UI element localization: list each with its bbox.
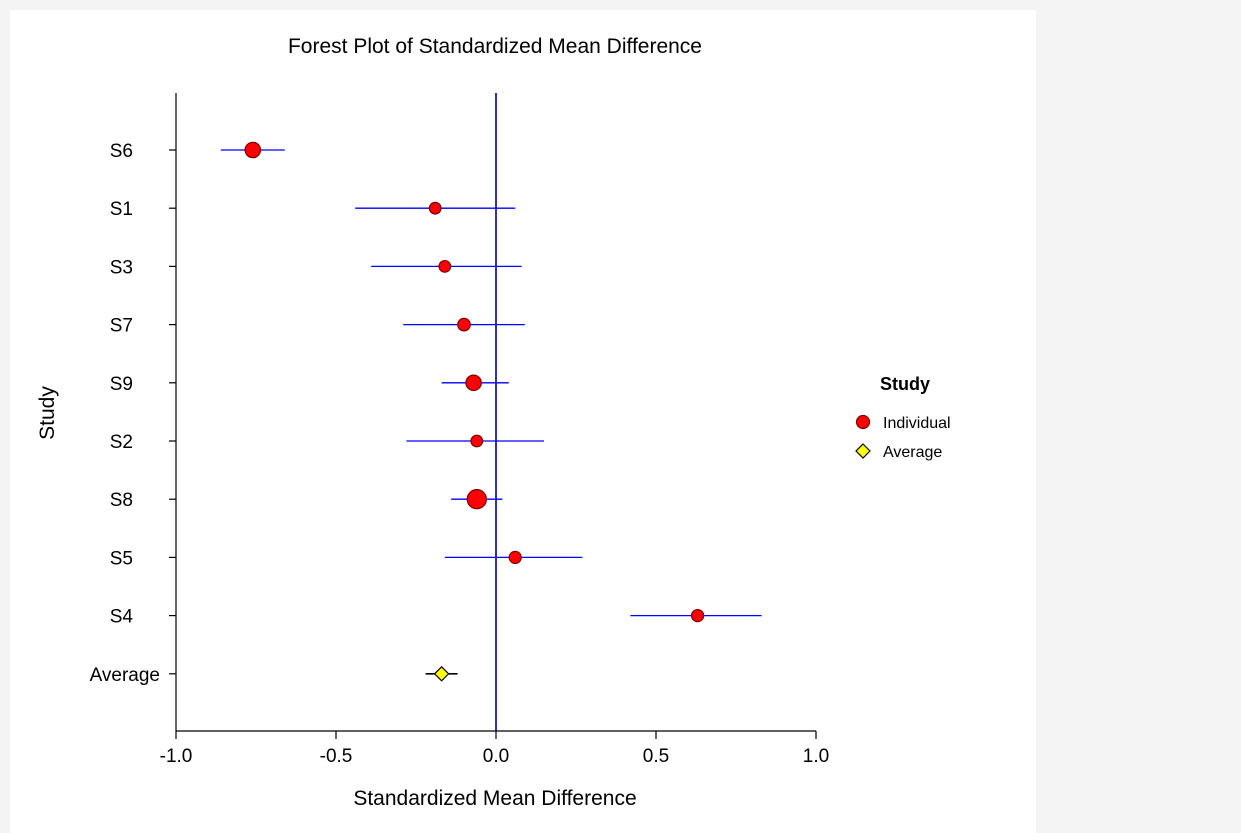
x-axis-label: Standardized Mean Difference — [353, 787, 636, 810]
forest-plot: Forest Plot of Standardized Mean Differe… — [36, 35, 951, 810]
legend-label: Average — [883, 444, 942, 461]
x-tick-label: 0.5 — [643, 746, 669, 767]
x-tick-label: -0.5 — [320, 746, 353, 767]
legend-marker-average — [855, 443, 871, 459]
y-tick-label: S2 — [110, 432, 133, 453]
average-diamond — [433, 665, 450, 682]
effect-point — [690, 608, 705, 623]
y-tick-label: S7 — [110, 316, 133, 337]
effect-point — [470, 434, 484, 448]
legend-label: Individual — [883, 415, 951, 432]
legend-title: Study — [880, 374, 930, 394]
effect-point — [508, 550, 522, 565]
effect-point — [466, 489, 487, 510]
chart-title: Forest Plot of Standardized Mean Differe… — [288, 35, 702, 58]
y-tick-label: S8 — [110, 490, 133, 511]
y-tick-label: S1 — [110, 199, 133, 220]
x-tick-label: 1.0 — [803, 746, 829, 767]
legend: Study Individual Average — [855, 374, 951, 461]
legend-marker-individual — [855, 414, 871, 430]
y-axis-label: Study — [36, 386, 59, 440]
y-tick-label: S6 — [110, 141, 133, 162]
effect-point — [428, 201, 442, 215]
x-tick-label: 0.0 — [483, 746, 509, 767]
x-tick-label: -1.0 — [160, 746, 193, 767]
plot-area: -1.0 -0.5 0.0 0.5 1.0 S6 S1 S3 S7 S9 S2 S8 S5 S4 Avera… — [90, 93, 829, 767]
y-tick-label: S4 — [110, 607, 134, 628]
effect-point — [465, 374, 482, 392]
y-tick-label: S3 — [110, 257, 133, 278]
effect-point — [244, 141, 262, 159]
y-tick-label: Average — [90, 665, 160, 686]
y-tick-label: S5 — [110, 548, 133, 569]
chart-panel: Forest Plot of Standardized Mean Differe… — [10, 10, 1036, 833]
effect-point — [438, 259, 452, 273]
effect-point — [457, 317, 471, 332]
y-tick-label: S9 — [110, 374, 133, 395]
